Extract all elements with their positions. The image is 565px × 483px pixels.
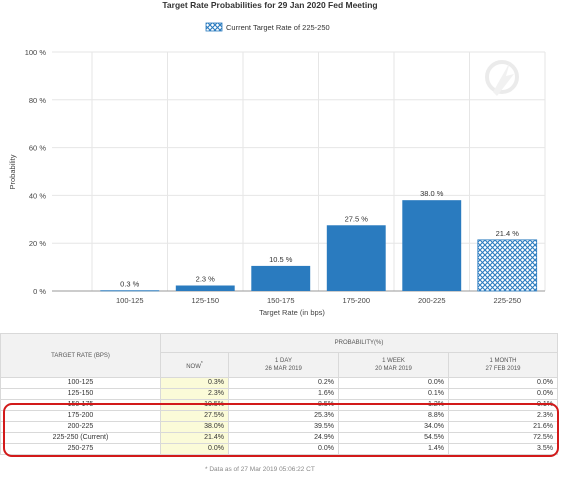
data-label-225-250: 21.4 %: [496, 229, 520, 238]
col-1day-label: 1 DAY: [275, 358, 292, 364]
now-cell: 38.0%: [160, 421, 229, 433]
data-labels: 0.3 % 2.3 % 10.5 % 27.5 % 38.0 % 21.4 %: [120, 189, 519, 288]
bar-chart: Target Rate Probabilities for 29 Jan 202…: [8, 0, 546, 317]
y-tick-label: 60 %: [29, 144, 46, 153]
watermark-logo: [485, 60, 519, 96]
x-axis-title: Target Rate (in bps): [259, 308, 325, 317]
day-cell: 24.9%: [228, 432, 339, 444]
data-label-150-175: 10.5 %: [269, 255, 293, 264]
rate-cell: 200-225: [0, 421, 161, 433]
month-cell: 21.6%: [448, 421, 558, 433]
grid-lines: [52, 51, 546, 292]
x-tick-label: 200-225: [418, 296, 446, 305]
bar-100-125[interactable]: [100, 290, 160, 292]
chart-title: Target Rate Probabilities for 29 Jan 202…: [162, 0, 377, 10]
month-cell: 0.1%: [448, 399, 558, 411]
probability-table: TARGET RATE (BPS) PROBABILITY(%) NOW* 1 …: [0, 333, 558, 455]
rate-cell: 225-250 (Current): [0, 432, 161, 444]
bar-150-175[interactable]: [251, 265, 311, 291]
legend-label[interactable]: Current Target Rate of 225-250: [226, 23, 330, 32]
week-cell: 0.1%: [338, 388, 449, 400]
now-cell: 2.3%: [160, 388, 229, 400]
rate-cell: 125-150: [0, 388, 161, 400]
week-cell: 54.5%: [338, 432, 449, 444]
day-cell: 1.6%: [228, 388, 339, 400]
week-cell: 1.4%: [338, 443, 449, 455]
bars: [100, 200, 538, 292]
data-label-125-150: 2.3 %: [196, 275, 216, 284]
table-row: 150-175 10.5% 8.5% 1.2% 0.1%: [0, 399, 558, 411]
y-tick-label: 100 %: [25, 48, 47, 57]
col-1month-date: 27 FEB 2019: [485, 366, 521, 372]
day-cell: 39.5%: [228, 421, 339, 433]
rate-cell: 175-200: [0, 410, 161, 422]
probability-header: PROBABILITY(%): [160, 333, 558, 353]
target-rate-header: TARGET RATE (BPS): [0, 333, 161, 378]
data-timestamp-note: * Data as of 27 Mar 2019 05:06:22 CT: [205, 466, 315, 473]
col-now-header: NOW*: [160, 352, 229, 378]
col-1month-header: 1 MONTH 27 FEB 2019: [448, 352, 558, 378]
chart-panel: Target Rate Probabilities for 29 Jan 202…: [8, 0, 546, 317]
col-1week-header: 1 WEEK 20 MAR 2019: [338, 352, 449, 378]
day-cell: 8.5%: [228, 399, 339, 411]
day-cell: 25.3%: [228, 410, 339, 422]
x-tick-label: 225-250: [493, 296, 521, 305]
y-tick-label: 0 %: [33, 287, 46, 296]
y-axis-title: Probability: [8, 154, 17, 189]
y-tick-label: 40 %: [29, 191, 46, 200]
x-tick-label: 125-150: [191, 296, 219, 305]
table-row: 125-150 2.3% 1.6% 0.1% 0.0%: [0, 388, 558, 400]
rate-cell: 150-175: [0, 399, 161, 411]
legend-swatch: [205, 22, 223, 32]
day-cell: 0.0%: [228, 443, 339, 455]
bar-200-225[interactable]: [402, 200, 462, 291]
data-label-100-125: 0.3 %: [120, 279, 140, 288]
week-cell: 8.8%: [338, 410, 449, 422]
data-label-200-225: 38.0 %: [420, 189, 444, 198]
col-now-mark: *: [200, 360, 203, 367]
now-cell: 0.3%: [160, 377, 229, 389]
now-cell: 0.0%: [160, 443, 229, 455]
month-cell: 2.3%: [448, 410, 558, 422]
now-cell: 27.5%: [160, 410, 229, 422]
month-cell: 0.0%: [448, 388, 558, 400]
table-row: 175-200 27.5% 25.3% 8.8% 2.3%: [0, 410, 558, 422]
bar-225-250[interactable]: [477, 239, 538, 292]
col-1week-label: 1 WEEK: [382, 358, 405, 364]
now-cell: 10.5%: [160, 399, 229, 411]
data-label-175-200: 27.5 %: [345, 214, 369, 223]
y-axis-ticks: 0 % 20 % 40 % 60 % 80 % 100 %: [25, 48, 47, 296]
bar-125-150[interactable]: [175, 285, 235, 291]
month-cell: 72.5%: [448, 432, 558, 444]
col-now-label: NOW: [186, 363, 201, 370]
y-tick-label: 80 %: [29, 96, 46, 105]
probability-table-panel: TARGET RATE (BPS) PROBABILITY(%) NOW* 1 …: [0, 333, 560, 483]
x-tick-label: 175-200: [342, 296, 370, 305]
month-cell: 0.0%: [448, 377, 558, 389]
x-tick-label: 100-125: [116, 296, 144, 305]
y-tick-label: 20 %: [29, 239, 46, 248]
rate-cell: 250-275: [0, 443, 161, 455]
x-axis-ticks: 100-125 125-150 150-175 175-200 200-225 225-2…: [116, 296, 521, 305]
day-cell: 0.2%: [228, 377, 339, 389]
week-cell: 34.0%: [338, 421, 449, 433]
rate-cell: 100-125: [0, 377, 161, 389]
col-1week-date: 20 MAR 2019: [375, 366, 412, 372]
month-cell: 3.5%: [448, 443, 558, 455]
table-row: 250-275 0.0% 0.0% 1.4% 3.5%: [0, 443, 558, 455]
bar-175-200[interactable]: [326, 225, 386, 291]
table-row: 200-225 38.0% 39.5% 34.0% 21.6%: [0, 421, 558, 433]
now-cell: 21.4%: [160, 432, 229, 444]
col-1day-header: 1 DAY 26 MAR 2019: [228, 352, 339, 378]
week-cell: 0.0%: [338, 377, 449, 389]
week-cell: 1.2%: [338, 399, 449, 411]
table-row: 100-125 0.3% 0.2% 0.0% 0.0%: [0, 377, 558, 389]
x-tick-label: 150-175: [267, 296, 295, 305]
col-1day-date: 26 MAR 2019: [265, 366, 302, 372]
table-row: 225-250 (Current) 21.4% 24.9% 54.5% 72.5%: [0, 432, 558, 444]
col-1month-label: 1 MONTH: [489, 358, 517, 364]
